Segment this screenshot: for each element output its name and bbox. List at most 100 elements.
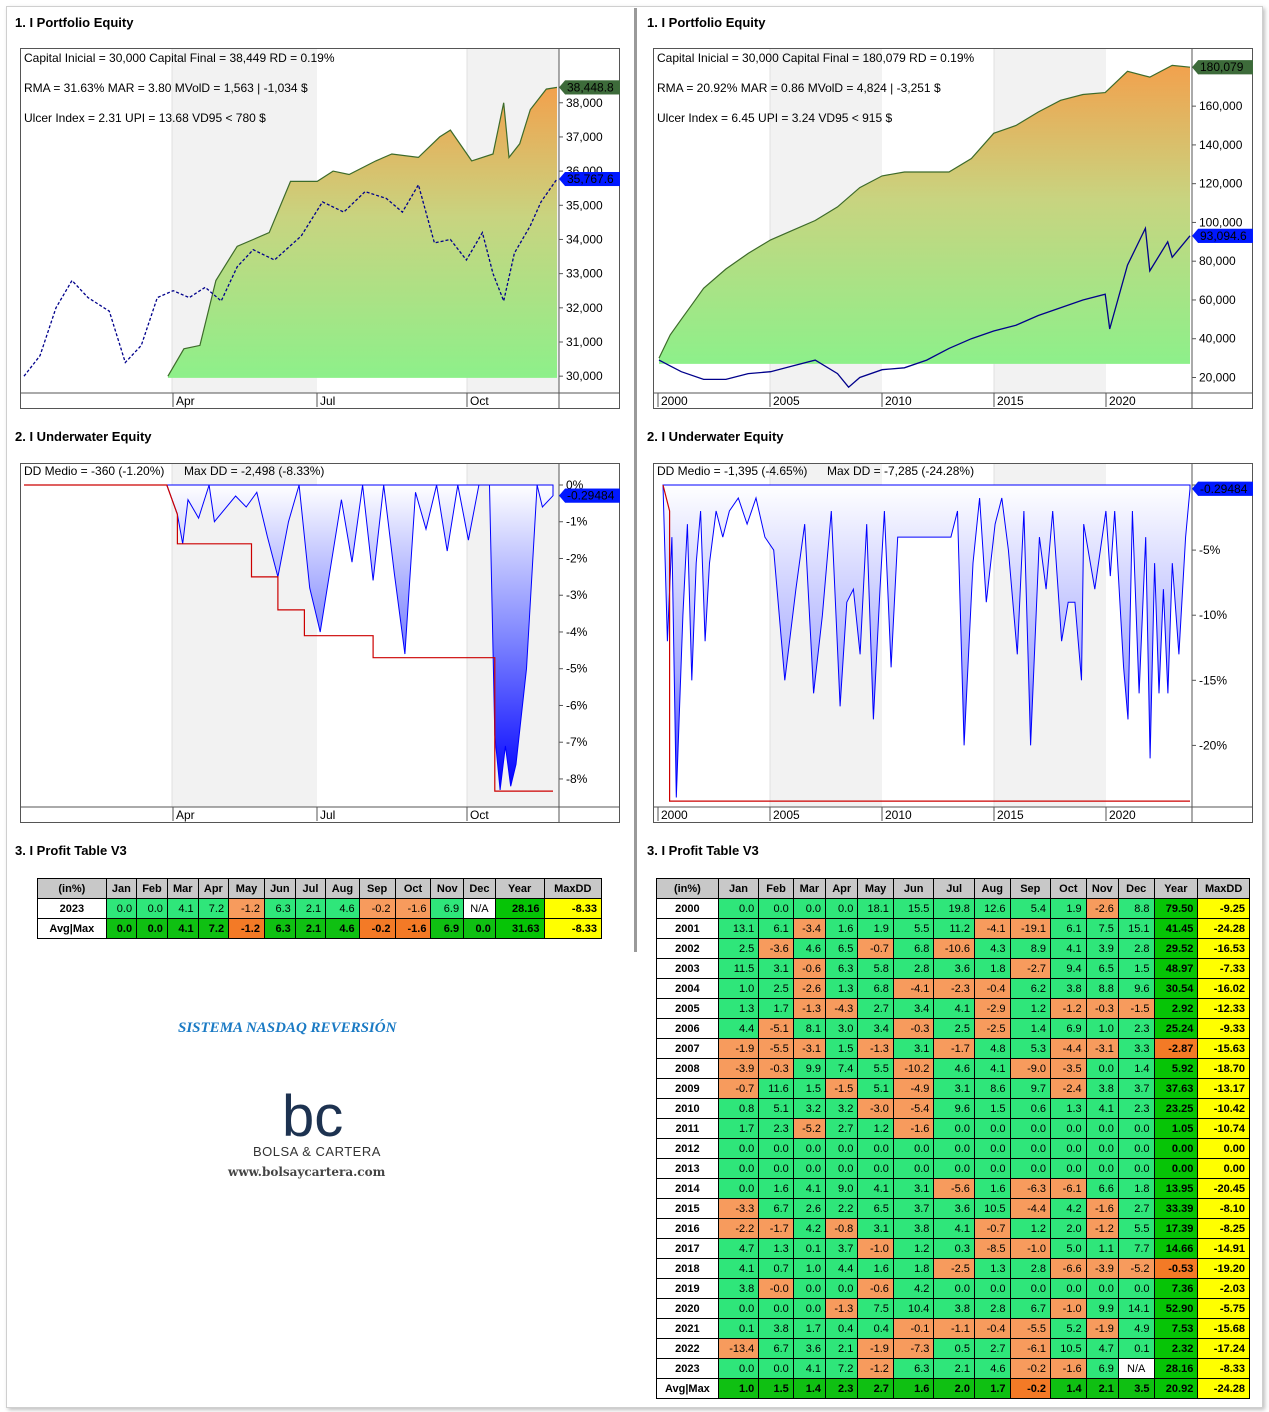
- month-cell: 0.0: [1085, 1058, 1119, 1079]
- month-cell: 8.6: [973, 1078, 1011, 1099]
- month-cell: 7.7: [1117, 1238, 1155, 1259]
- year-cell: 2.32: [1153, 1338, 1199, 1359]
- month-cell: -0.4: [973, 978, 1011, 999]
- month-cell: 1.5: [973, 1098, 1011, 1119]
- logo-mark: bc: [282, 1084, 343, 1142]
- month-cell: -2.5: [973, 1018, 1011, 1039]
- month-cell: -4.4: [1009, 1198, 1052, 1219]
- month-cell: -5.6: [933, 1178, 975, 1199]
- right-underwater-chart: -5% -10% -15% -20% 2000 2005 2010 2015 2020 DD Me…: [653, 463, 1254, 824]
- y-tick-label: 60,000: [1199, 293, 1236, 307]
- chart-info-text: Ulcer Index = 6.45 UPI = 3.24 VD95 < 915…: [657, 111, 892, 125]
- month-cell: 13.1: [717, 918, 760, 939]
- system-name: SISTEMA NASDAQ REVERSIÓN: [178, 1020, 397, 1036]
- maxdd-cell: -12.33: [1197, 998, 1250, 1019]
- month-cell: -3.1: [1085, 1038, 1119, 1059]
- chart-info-text: Ulcer Index = 2.31 UPI = 13.68 VD95 < 78…: [24, 111, 266, 125]
- table-row: 2009 -0.7 11.6 1.5 -1.5 5.1 -4.9 3.1 8.6 9.7 -2.4 3…: [656, 1078, 1250, 1099]
- table-row: 2010 0.8 5.1 3.2 3.2 -3.0 -5.4 9.6 1.5 0.6 1.3 4.1 2…: [656, 1098, 1250, 1119]
- month-cell: -2.3: [933, 978, 975, 999]
- maxdd-cell: -7.33: [1197, 958, 1250, 979]
- month-cell: -3.1: [792, 1038, 827, 1059]
- month-cell: -1.5: [825, 1078, 859, 1099]
- table-row: 2019 3.8 -0.0 0.0 0.0 -0.6 4.2 0.0 0.0 0.0 0.0 0.0 0…: [656, 1278, 1250, 1299]
- month-cell: -4.1: [973, 918, 1011, 939]
- month-cell: 3.6: [933, 958, 975, 979]
- maxdd-cell: -17.24: [1197, 1338, 1250, 1359]
- y-tick-label: 40,000: [1199, 332, 1236, 346]
- month-cell: -1.9: [1085, 1318, 1119, 1339]
- year-cell: 48.97: [1153, 958, 1199, 979]
- website-link[interactable]: www.bolsaycartera.com: [228, 1165, 386, 1179]
- month-cell: -0.2: [358, 918, 396, 939]
- month-cell: -3.5: [1050, 1058, 1087, 1079]
- month-cell: -3.3: [717, 1198, 760, 1219]
- month-cell: 2.7: [825, 1118, 859, 1139]
- month-cell: 0.0: [825, 1138, 859, 1159]
- month-cell: -0.6: [857, 1278, 894, 1299]
- row-label: Avg|Max: [656, 1378, 719, 1399]
- maxdd-cell: -16.53: [1197, 938, 1250, 959]
- table-row: 2004 1.0 2.5 -2.6 1.3 6.8 -4.1 -2.3 -0.4 6.2 3.8 8.…: [656, 978, 1250, 999]
- year-cell: -2.87: [1153, 1038, 1199, 1059]
- row-label: 2018: [656, 1258, 719, 1279]
- month-cell: 2.6: [792, 1198, 827, 1219]
- left-profit-title: 3. I Profit Table V3: [15, 843, 127, 858]
- maxdd-line: [24, 484, 553, 792]
- month-cell: 8.9: [1009, 938, 1052, 959]
- column-header: Dec: [1117, 878, 1155, 899]
- month-cell: 0.0: [1085, 1278, 1119, 1299]
- month-cell: 5.0: [1050, 1238, 1087, 1259]
- month-cell: 1.0: [717, 978, 760, 999]
- month-cell: 1.5: [758, 1378, 794, 1399]
- month-cell: -1.2: [228, 898, 265, 919]
- month-cell: 1.8: [1117, 1178, 1155, 1199]
- month-cell: 0.0: [136, 918, 168, 939]
- month-cell: -13.4: [717, 1338, 760, 1359]
- y-tick-label: -1%: [566, 515, 588, 529]
- month-cell: 0.0: [933, 1138, 975, 1159]
- x-tick-label: Apr: [176, 394, 195, 408]
- month-cell: 11.6: [758, 1078, 794, 1099]
- month-cell: 0.8: [717, 1098, 760, 1119]
- month-cell: 5.4: [1009, 898, 1052, 919]
- month-cell: 3.8: [933, 1298, 975, 1319]
- column-header: Year: [1153, 878, 1199, 899]
- maxdd-line: [662, 484, 1190, 802]
- row-label: 2001: [656, 918, 719, 939]
- month-cell: 1.0: [792, 1258, 827, 1279]
- month-cell: 5.5: [892, 918, 935, 939]
- month-cell: 6.8: [857, 978, 894, 999]
- month-cell: -0.3: [1085, 998, 1119, 1019]
- y-tick-label: 34,000: [566, 232, 603, 246]
- month-cell: 1.9: [857, 918, 894, 939]
- year-cell: 1.05: [1153, 1118, 1199, 1139]
- month-cell: 4.1: [717, 1258, 760, 1279]
- drawdown-last-tag-label: -0.29484: [1200, 482, 1248, 496]
- month-cell: 10.4: [892, 1298, 935, 1319]
- month-cell: 2.7: [973, 1338, 1011, 1359]
- month-cell: -1.9: [857, 1338, 894, 1359]
- row-label: 2023: [656, 1358, 719, 1379]
- month-cell: 2.3: [758, 1118, 794, 1139]
- year-cell: 28.16: [494, 898, 545, 919]
- month-cell: 5.3: [1009, 1038, 1052, 1059]
- month-cell: 0.0: [758, 1358, 794, 1379]
- month-cell: -1.3: [825, 1298, 859, 1319]
- column-header: Oct: [394, 878, 432, 899]
- month-cell: 1.3: [973, 1258, 1011, 1279]
- month-cell: -1.7: [933, 1038, 975, 1059]
- month-cell: 1.7: [717, 1118, 760, 1139]
- month-cell: 2.8: [1117, 938, 1155, 959]
- month-cell: 8.1: [792, 1018, 827, 1039]
- month-cell: -5.2: [792, 1118, 827, 1139]
- column-header: Mar: [792, 878, 827, 899]
- month-cell: 1.6: [892, 1378, 935, 1399]
- maxdd-cell: -24.28: [1197, 1378, 1250, 1399]
- month-cell: 3.6: [933, 1198, 975, 1219]
- y-tick-label: -15%: [1199, 673, 1227, 687]
- year-cell: -0.53: [1153, 1258, 1199, 1279]
- year-cell: 0.00: [1153, 1138, 1199, 1159]
- column-header: Dec: [463, 878, 496, 899]
- month-cell: 0.0: [933, 1278, 975, 1299]
